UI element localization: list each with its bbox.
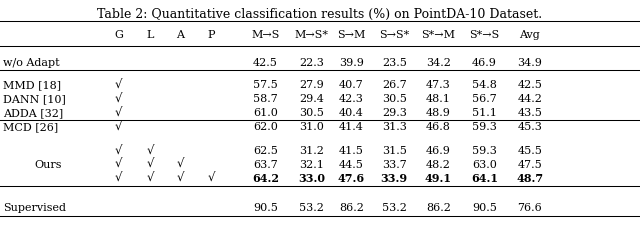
Text: 86.2: 86.2 <box>426 203 451 213</box>
Text: 29.3: 29.3 <box>382 108 406 118</box>
Text: 31.0: 31.0 <box>300 122 324 132</box>
Text: √: √ <box>147 158 154 171</box>
Text: 33.9: 33.9 <box>381 173 408 184</box>
Text: 47.3: 47.3 <box>426 81 451 90</box>
Text: 47.6: 47.6 <box>338 173 365 184</box>
Text: A: A <box>177 30 184 40</box>
Text: S→M: S→M <box>337 30 365 40</box>
Text: 63.7: 63.7 <box>253 160 278 170</box>
Text: 40.4: 40.4 <box>339 108 364 118</box>
Text: 32.1: 32.1 <box>300 160 324 170</box>
Text: 43.5: 43.5 <box>518 108 542 118</box>
Text: 61.0: 61.0 <box>253 108 278 118</box>
Text: 41.4: 41.4 <box>339 122 364 132</box>
Text: 48.9: 48.9 <box>426 108 451 118</box>
Text: 64.2: 64.2 <box>252 173 279 184</box>
Text: 42.3: 42.3 <box>339 94 364 104</box>
Text: 42.5: 42.5 <box>253 58 278 68</box>
Text: 26.7: 26.7 <box>382 81 406 90</box>
Text: 59.3: 59.3 <box>472 122 497 132</box>
Text: Supervised: Supervised <box>3 203 66 213</box>
Text: 31.2: 31.2 <box>300 146 324 156</box>
Text: 30.5: 30.5 <box>382 94 406 104</box>
Text: 48.2: 48.2 <box>426 160 451 170</box>
Text: S*→M: S*→M <box>421 30 456 40</box>
Text: 44.2: 44.2 <box>518 94 542 104</box>
Text: 27.9: 27.9 <box>300 81 324 90</box>
Text: 90.5: 90.5 <box>253 203 278 213</box>
Text: 39.9: 39.9 <box>339 58 364 68</box>
Text: 76.6: 76.6 <box>518 203 542 213</box>
Text: 54.8: 54.8 <box>472 81 497 90</box>
Text: 53.2: 53.2 <box>382 203 406 213</box>
Text: MMD [18]: MMD [18] <box>3 81 61 90</box>
Text: 41.5: 41.5 <box>339 146 364 156</box>
Text: 56.7: 56.7 <box>472 94 497 104</box>
Text: √: √ <box>177 172 184 185</box>
Text: 33.7: 33.7 <box>382 160 406 170</box>
Text: 58.7: 58.7 <box>253 94 278 104</box>
Text: 47.5: 47.5 <box>518 160 542 170</box>
Text: L: L <box>147 30 154 40</box>
Text: S*→S: S*→S <box>469 30 500 40</box>
Text: 48.1: 48.1 <box>426 94 451 104</box>
Text: 42.5: 42.5 <box>518 81 542 90</box>
Text: √: √ <box>147 144 154 157</box>
Text: 51.1: 51.1 <box>472 108 497 118</box>
Text: 31.5: 31.5 <box>382 146 406 156</box>
Text: M→S*: M→S* <box>294 30 329 40</box>
Text: 62.0: 62.0 <box>253 122 278 132</box>
Text: 22.3: 22.3 <box>300 58 324 68</box>
Text: 90.5: 90.5 <box>472 203 497 213</box>
Text: 49.1: 49.1 <box>425 173 452 184</box>
Text: S→S*: S→S* <box>379 30 410 40</box>
Text: 48.7: 48.7 <box>516 173 543 184</box>
Text: 46.8: 46.8 <box>426 122 451 132</box>
Text: 64.1: 64.1 <box>471 173 498 184</box>
Text: 44.5: 44.5 <box>339 160 364 170</box>
Text: w/o Adapt: w/o Adapt <box>3 58 60 68</box>
Text: 57.5: 57.5 <box>253 81 278 90</box>
Text: √: √ <box>115 121 122 134</box>
Text: 31.3: 31.3 <box>382 122 406 132</box>
Text: 45.5: 45.5 <box>518 146 542 156</box>
Text: 30.5: 30.5 <box>300 108 324 118</box>
Text: P: P <box>207 30 215 40</box>
Text: Table 2: Quantitative classification results (%) on PointDA-10 Dataset.: Table 2: Quantitative classification res… <box>97 8 543 21</box>
Text: √: √ <box>115 172 122 185</box>
Text: √: √ <box>115 158 122 171</box>
Text: 40.7: 40.7 <box>339 81 364 90</box>
Text: 45.3: 45.3 <box>518 122 542 132</box>
Text: √: √ <box>207 172 215 185</box>
Text: 46.9: 46.9 <box>472 58 497 68</box>
Text: MCD [26]: MCD [26] <box>3 122 58 132</box>
Text: 46.9: 46.9 <box>426 146 451 156</box>
Text: 29.4: 29.4 <box>300 94 324 104</box>
Text: G: G <box>114 30 123 40</box>
Text: √: √ <box>115 144 122 157</box>
Text: Ours: Ours <box>35 160 61 170</box>
Text: √: √ <box>177 158 184 171</box>
Text: √: √ <box>147 172 154 185</box>
Text: 63.0: 63.0 <box>472 160 497 170</box>
Text: 34.9: 34.9 <box>518 58 542 68</box>
Text: √: √ <box>115 79 122 92</box>
Text: Avg: Avg <box>520 30 540 40</box>
Text: 86.2: 86.2 <box>339 203 364 213</box>
Text: 62.5: 62.5 <box>253 146 278 156</box>
Text: M→S: M→S <box>252 30 280 40</box>
Text: 34.2: 34.2 <box>426 58 451 68</box>
Text: 59.3: 59.3 <box>472 146 497 156</box>
Text: 23.5: 23.5 <box>382 58 406 68</box>
Text: 53.2: 53.2 <box>300 203 324 213</box>
Text: √: √ <box>115 107 122 120</box>
Text: ADDA [32]: ADDA [32] <box>3 108 63 118</box>
Text: DANN [10]: DANN [10] <box>3 94 66 104</box>
Text: √: √ <box>115 93 122 106</box>
Text: 33.0: 33.0 <box>298 173 325 184</box>
